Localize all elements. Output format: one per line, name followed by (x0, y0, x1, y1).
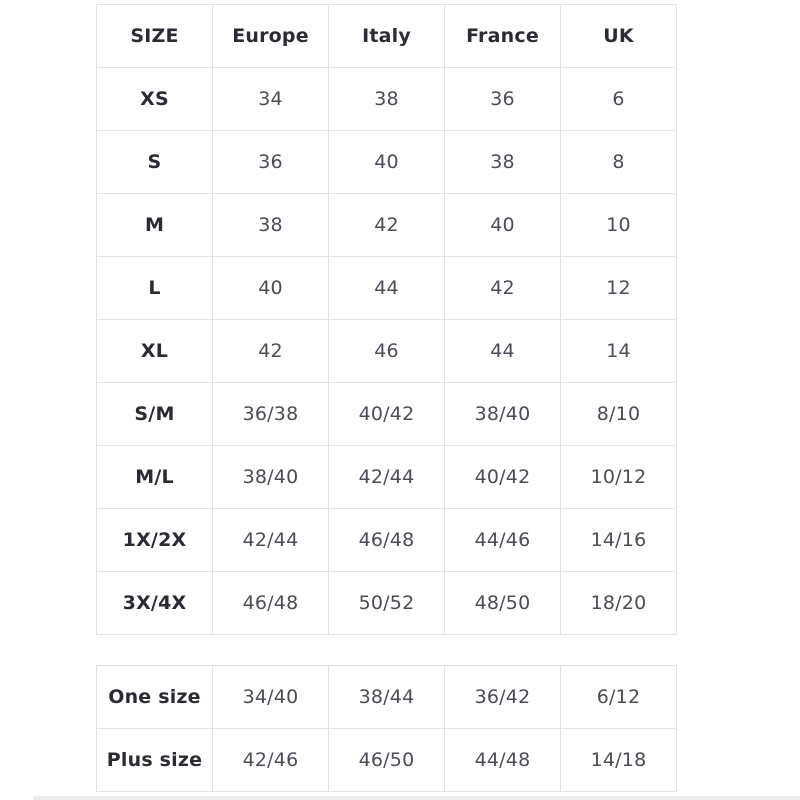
table-row-xs: XS 34 38 36 6 (96, 67, 677, 131)
size-cell: 1X/2X (96, 508, 213, 572)
table-row-s: S 36 40 38 8 (96, 130, 677, 194)
value-cell: 46/48 (328, 508, 445, 572)
size-cell: S/M (96, 382, 213, 446)
size-conversion-table: SIZE Europe Italy France UK XS 34 38 36 … (96, 4, 677, 635)
column-header-size: SIZE (96, 4, 213, 68)
value-cell: 34/40 (212, 665, 329, 729)
column-header-italy: Italy (328, 4, 445, 68)
value-cell: 48/50 (444, 571, 561, 635)
size-cell: S (96, 130, 213, 194)
value-cell: 42/46 (212, 728, 329, 792)
size-table-body: XS 34 38 36 6 S 36 40 38 8 M 38 42 40 10 (96, 67, 677, 635)
value-cell: 44/46 (444, 508, 561, 572)
value-cell: 38 (212, 193, 329, 257)
value-cell: 46 (328, 319, 445, 383)
table-row-3x-4x: 3X/4X 46/48 50/52 48/50 18/20 (96, 571, 677, 635)
table-row-m: M 38 42 40 10 (96, 193, 677, 257)
value-cell: 38/40 (444, 382, 561, 446)
value-cell: 40 (328, 130, 445, 194)
one-size-plus-size-table: One size 34/40 38/44 36/42 6/12 Plus siz… (96, 665, 677, 792)
value-cell: 44 (328, 256, 445, 320)
size-cell: M/L (96, 445, 213, 509)
value-cell: 38 (444, 130, 561, 194)
value-cell: 42 (444, 256, 561, 320)
value-cell: 46/48 (212, 571, 329, 635)
value-cell: 42/44 (212, 508, 329, 572)
value-cell: 46/50 (328, 728, 445, 792)
size-cell: Plus size (96, 728, 213, 792)
value-cell: 40/42 (444, 445, 561, 509)
value-cell: 12 (560, 256, 677, 320)
value-cell: 36/42 (444, 665, 561, 729)
value-cell: 38 (328, 67, 445, 131)
value-cell: 6 (560, 67, 677, 131)
size-cell: 3X/4X (96, 571, 213, 635)
value-cell: 18/20 (560, 571, 677, 635)
column-header-france: France (444, 4, 561, 68)
value-cell: 8 (560, 130, 677, 194)
table-row-m-l: M/L 38/40 42/44 40/42 10/12 (96, 445, 677, 509)
column-header-uk: UK (560, 4, 677, 68)
table-row-plus-size: Plus size 42/46 46/50 44/48 14/18 (96, 728, 677, 792)
value-cell: 10/12 (560, 445, 677, 509)
table-row-l: L 40 44 42 12 (96, 256, 677, 320)
value-cell: 42 (328, 193, 445, 257)
column-header-europe: Europe (212, 4, 329, 68)
value-cell: 50/52 (328, 571, 445, 635)
value-cell: 42/44 (328, 445, 445, 509)
value-cell: 10 (560, 193, 677, 257)
table-row-1x-2x: 1X/2X 42/44 46/48 44/46 14/16 (96, 508, 677, 572)
table-row-s-m: S/M 36/38 40/42 38/40 8/10 (96, 382, 677, 446)
header-row: SIZE Europe Italy France UK (96, 4, 677, 68)
size-cell: One size (96, 665, 213, 729)
value-cell: 36 (212, 130, 329, 194)
size-cell: XL (96, 319, 213, 383)
value-cell: 40 (444, 193, 561, 257)
size-cell: L (96, 256, 213, 320)
value-cell: 42 (212, 319, 329, 383)
size-cell: XS (96, 67, 213, 131)
value-cell: 6/12 (560, 665, 677, 729)
value-cell: 36/38 (212, 382, 329, 446)
value-cell: 38/40 (212, 445, 329, 509)
table-row-xl: XL 42 46 44 14 (96, 319, 677, 383)
value-cell: 44 (444, 319, 561, 383)
value-cell: 34 (212, 67, 329, 131)
value-cell: 14/16 (560, 508, 677, 572)
value-cell: 14 (560, 319, 677, 383)
table-row-one-size: One size 34/40 38/44 36/42 6/12 (96, 665, 677, 729)
horizontal-scrollbar[interactable] (33, 796, 800, 800)
value-cell: 44/48 (444, 728, 561, 792)
size-cell: M (96, 193, 213, 257)
value-cell: 14/18 (560, 728, 677, 792)
value-cell: 40/42 (328, 382, 445, 446)
value-cell: 40 (212, 256, 329, 320)
value-cell: 38/44 (328, 665, 445, 729)
size-table-header: SIZE Europe Italy France UK (96, 4, 677, 68)
value-cell: 36 (444, 67, 561, 131)
value-cell: 8/10 (560, 382, 677, 446)
special-sizes-body: One size 34/40 38/44 36/42 6/12 Plus siz… (96, 665, 677, 792)
